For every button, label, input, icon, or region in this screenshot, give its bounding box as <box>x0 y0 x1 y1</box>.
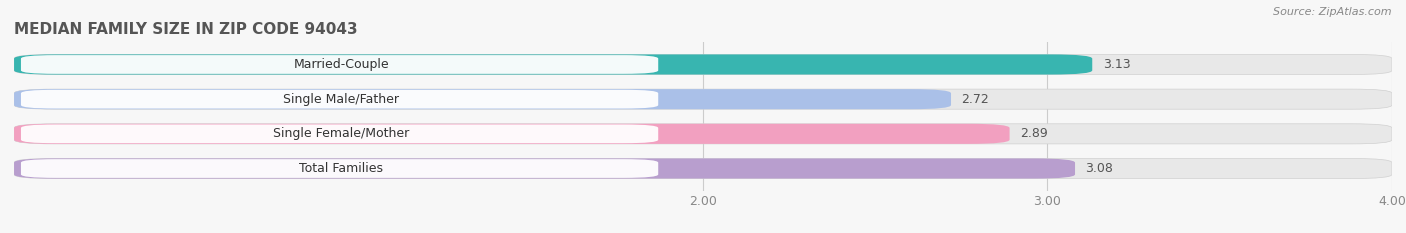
FancyBboxPatch shape <box>14 124 1010 144</box>
FancyBboxPatch shape <box>21 159 658 178</box>
Text: Total Families: Total Families <box>299 162 384 175</box>
FancyBboxPatch shape <box>14 55 1392 75</box>
FancyBboxPatch shape <box>14 124 1392 144</box>
Text: Married-Couple: Married-Couple <box>294 58 389 71</box>
FancyBboxPatch shape <box>14 55 1092 75</box>
FancyBboxPatch shape <box>21 90 658 109</box>
FancyBboxPatch shape <box>21 55 658 74</box>
FancyBboxPatch shape <box>14 89 1392 109</box>
Text: MEDIAN FAMILY SIZE IN ZIP CODE 94043: MEDIAN FAMILY SIZE IN ZIP CODE 94043 <box>14 22 357 37</box>
Text: 2.72: 2.72 <box>962 93 988 106</box>
FancyBboxPatch shape <box>14 89 950 109</box>
FancyBboxPatch shape <box>21 124 658 143</box>
Text: Single Female/Mother: Single Female/Mother <box>273 127 409 140</box>
Text: Single Male/Father: Single Male/Father <box>283 93 399 106</box>
Text: Source: ZipAtlas.com: Source: ZipAtlas.com <box>1274 7 1392 17</box>
FancyBboxPatch shape <box>14 158 1076 178</box>
Text: 3.13: 3.13 <box>1102 58 1130 71</box>
FancyBboxPatch shape <box>14 158 1392 178</box>
Text: 2.89: 2.89 <box>1019 127 1047 140</box>
Text: 3.08: 3.08 <box>1085 162 1114 175</box>
